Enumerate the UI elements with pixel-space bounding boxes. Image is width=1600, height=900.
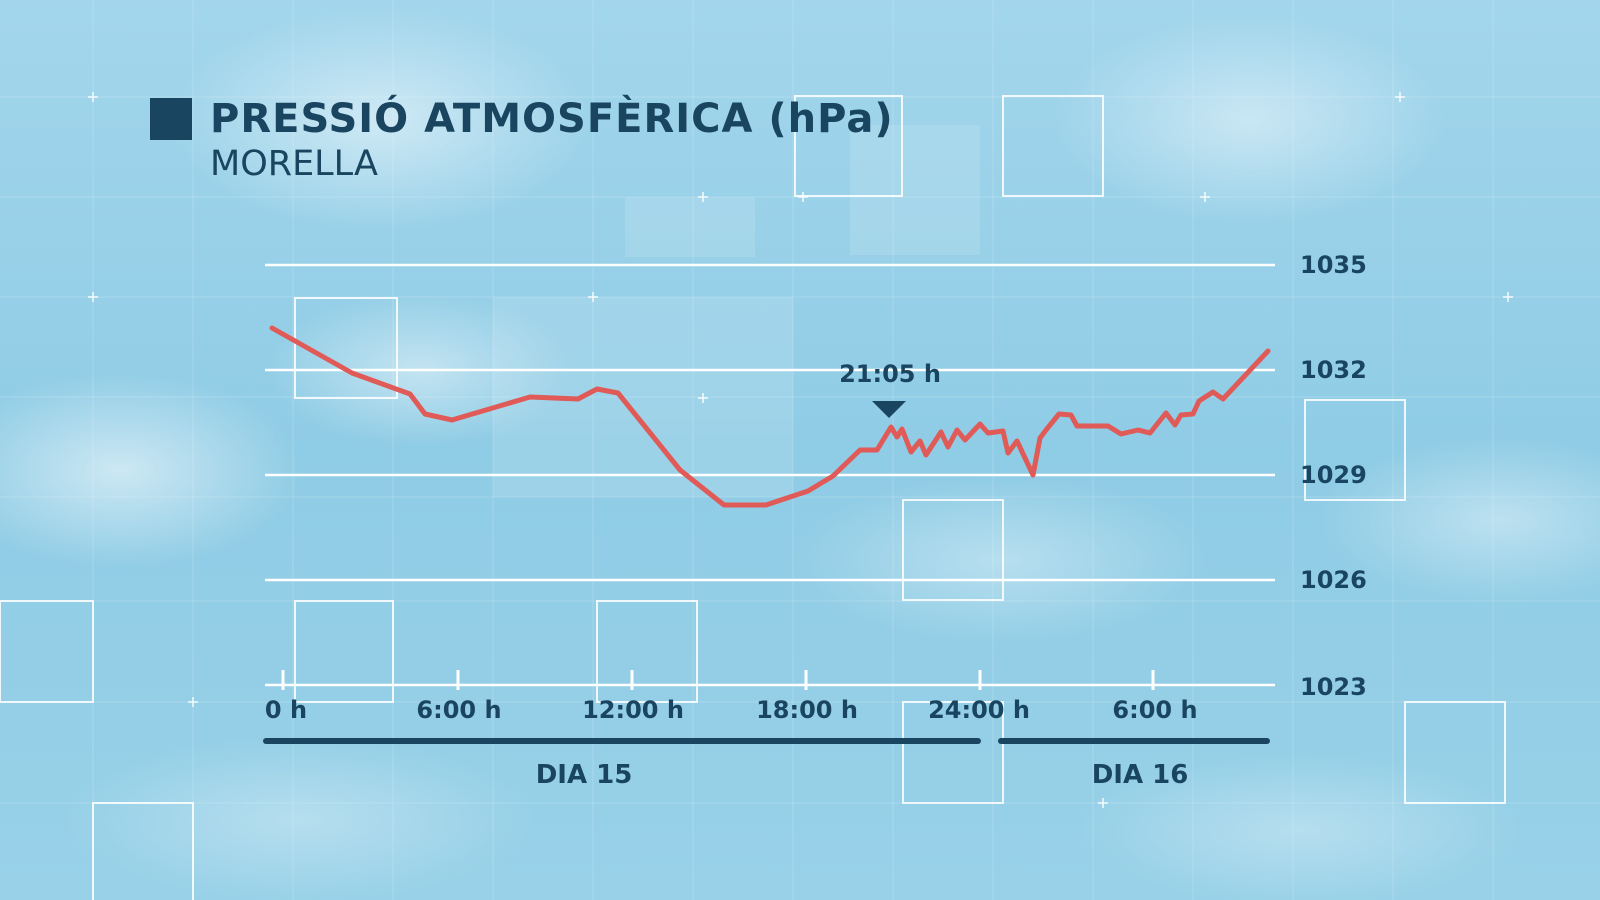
- y-tick-1023: 1023: [1300, 673, 1367, 701]
- y-tick-1029: 1029: [1300, 461, 1367, 489]
- y-tick-1026: 1026: [1300, 566, 1367, 594]
- annotation-label: 21:05 h: [839, 360, 941, 388]
- day-label-15: DIA 15: [535, 760, 633, 790]
- y-tick-1032: 1032: [1300, 356, 1367, 384]
- x-tick-24h: 24:00 h: [928, 696, 1030, 724]
- chart-title: PRESSIÓ ATMOSFÈRICA (hPa): [210, 96, 894, 142]
- day-label-16: DIA 16: [1091, 760, 1189, 790]
- pressure-line: [269, 325, 1271, 508]
- y-tick-1035: 1035: [1300, 251, 1367, 279]
- x-axis-ticks: [281, 670, 1155, 690]
- title-square-icon: [150, 98, 192, 140]
- x-tick-18h: 18:00 h: [756, 696, 858, 724]
- x-tick-6h-day16: 6:00 h: [1112, 696, 1198, 724]
- x-tick-6h: 6:00 h: [416, 696, 502, 724]
- x-tick-12h: 12:00 h: [582, 696, 684, 724]
- chart-subtitle: MORELLA: [210, 144, 378, 184]
- x-tick-0h: 0 h: [264, 696, 308, 724]
- horizontal-gridlines: [265, 263, 1275, 687]
- annotation-marker-icon: [872, 401, 906, 418]
